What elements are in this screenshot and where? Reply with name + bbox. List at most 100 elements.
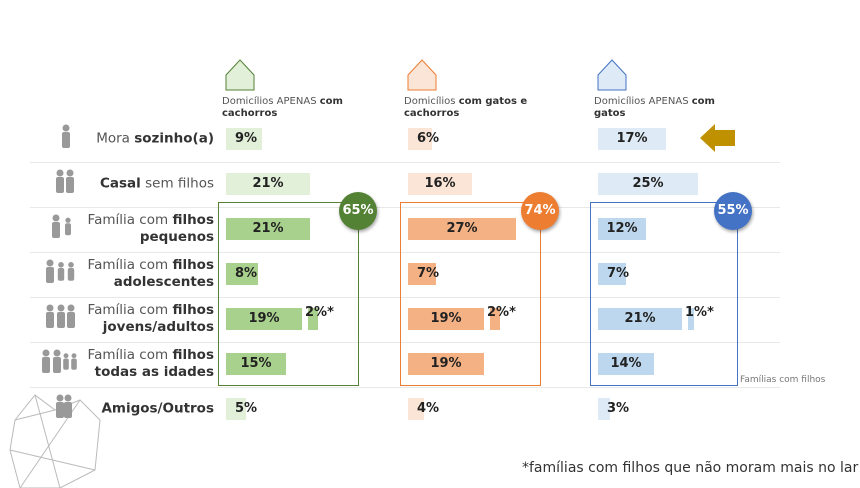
header-part: Domicílios APENAS [594,96,692,107]
person-icon [63,353,69,359]
group-badge: 55% [714,192,752,230]
group-legend: Famílias com filhos [740,375,826,385]
person-icon [58,262,64,268]
label-part: Família com [87,302,173,318]
person-icon [67,312,75,328]
person-icon [71,358,77,370]
cat-silhouette [9,394,101,488]
house-icon [225,59,255,91]
label-part: filhos adolescentes [113,257,214,290]
person-icon [52,214,60,222]
person-icon [52,222,60,238]
starred-label: 1%* [685,305,714,320]
value-label: 19% [430,311,462,326]
starred-bar [490,308,500,330]
label-part: filhos pequenos [139,212,214,245]
label-part: sem filhos [140,175,214,192]
person-icon [57,268,65,281]
value-label: 27% [446,221,478,236]
person-icon [57,312,65,328]
row-label: Família com filhos todas as idades [84,347,214,381]
bar [598,308,682,330]
bar [408,263,436,285]
bar [408,218,516,240]
bar [408,398,424,420]
row-separator [30,206,780,208]
person-icon [66,177,74,193]
label-part: filhos jovens/adultos [102,302,214,335]
person-icon [71,353,77,359]
person-icon [64,402,72,418]
value-label: 21% [252,221,284,236]
starred-bar [688,308,694,330]
person-icon [53,357,61,373]
header-part: com gatos [594,96,715,119]
label-part: sozinho(a) [134,130,214,147]
bar [226,173,310,195]
person-icon [46,304,54,312]
label-part: Mora [96,130,135,147]
person-icon [63,358,69,370]
arrow [700,124,735,152]
bar [408,128,432,150]
value-label: 19% [248,311,280,326]
value-label: 14% [610,356,642,371]
row-label: Casal sem filhos [84,176,214,193]
row-label: Família com filhos pequenos [84,212,214,246]
person-icon [46,267,54,283]
group-box [218,202,359,386]
label-part: l [136,175,141,192]
starred-label: 2%* [487,305,516,320]
column-header: Domicílios APENAS com gatos [594,96,734,120]
bar [598,353,654,375]
person-icon [62,124,70,132]
group-badge: 65% [339,192,377,230]
person-icon [68,262,74,268]
person-icon [46,312,54,328]
value-label: 7% [606,266,630,281]
bar [226,308,302,330]
group-box [400,202,541,386]
value-label: 4% [416,401,440,416]
bar [408,173,472,195]
person-icon [67,268,75,281]
bar [226,398,246,420]
person-icon [67,304,75,312]
person-icon [56,177,64,193]
footnote: *famílias com filhos que não moram mais … [522,460,859,476]
bar [598,398,610,420]
row-separator [30,341,780,343]
bar [408,353,484,375]
label-part: Casa [100,175,137,192]
row-label: Família com filhos adolescentes [84,257,214,291]
label-part: Família com [87,347,173,363]
column-header: Domicílios com gatos e cachorros [404,96,544,120]
bar [408,308,484,330]
person-icon [56,402,64,418]
header-part: com cachorros [222,96,343,119]
group-box [590,202,738,386]
person-icon [46,259,54,267]
row-separator [30,296,780,298]
column-header: Domicílios APENAS com cachorros [222,96,362,120]
row-separator [30,251,780,253]
row-label: Família com filhos jovens/adultos [84,302,214,336]
person-icon [65,223,71,236]
row-separator [30,386,780,388]
header-part: Domicílios APENAS [222,96,320,107]
row-label: Mora sozinho(a) [84,131,214,148]
value-label: 21% [252,176,284,191]
house-icon [597,59,627,91]
person-icon [42,357,50,373]
value-label: 19% [430,356,462,371]
value-label: 21% [624,311,656,326]
value-label: 8% [234,266,258,281]
header-part: Domicílios [404,96,459,107]
value-label: 25% [632,176,664,191]
value-label: 12% [606,221,638,236]
person-icon [65,217,71,223]
bar [598,263,626,285]
bar [598,128,666,150]
